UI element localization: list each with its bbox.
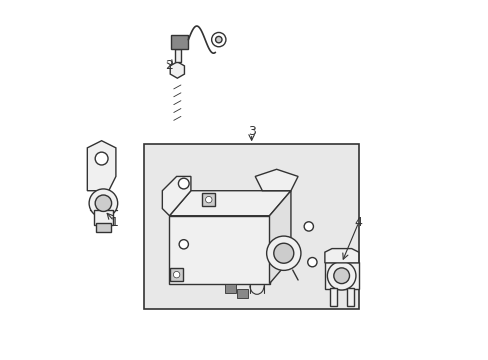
Circle shape [211, 32, 225, 47]
Bar [346, 288, 353, 306]
Text: 3: 3 [247, 125, 255, 138]
Bar [237, 289, 247, 298]
Circle shape [266, 236, 300, 270]
Circle shape [95, 152, 108, 165]
Circle shape [273, 243, 293, 263]
Bar [144, 144, 358, 309]
Bar [96, 223, 111, 232]
Polygon shape [269, 191, 290, 284]
Polygon shape [169, 191, 290, 216]
Bar [202, 193, 215, 206]
Circle shape [95, 195, 111, 211]
Bar [170, 268, 183, 281]
Circle shape [307, 257, 316, 267]
Circle shape [215, 36, 222, 43]
Circle shape [333, 268, 349, 284]
Bar [324, 262, 358, 289]
Bar [169, 216, 269, 284]
Circle shape [178, 178, 189, 189]
Bar [175, 49, 180, 62]
Text: 4: 4 [354, 216, 362, 229]
Circle shape [173, 271, 180, 278]
Polygon shape [170, 35, 188, 49]
Circle shape [304, 222, 313, 231]
Circle shape [179, 240, 188, 249]
Circle shape [89, 189, 118, 217]
Polygon shape [162, 176, 190, 216]
Circle shape [326, 261, 355, 290]
Bar [329, 288, 337, 306]
Polygon shape [87, 141, 116, 191]
Circle shape [205, 197, 212, 203]
Bar [94, 210, 113, 225]
Text: 1: 1 [110, 216, 118, 229]
Text: 2: 2 [165, 59, 173, 72]
Bar [224, 284, 235, 293]
Polygon shape [170, 62, 184, 78]
Polygon shape [255, 169, 298, 191]
Polygon shape [324, 249, 358, 263]
